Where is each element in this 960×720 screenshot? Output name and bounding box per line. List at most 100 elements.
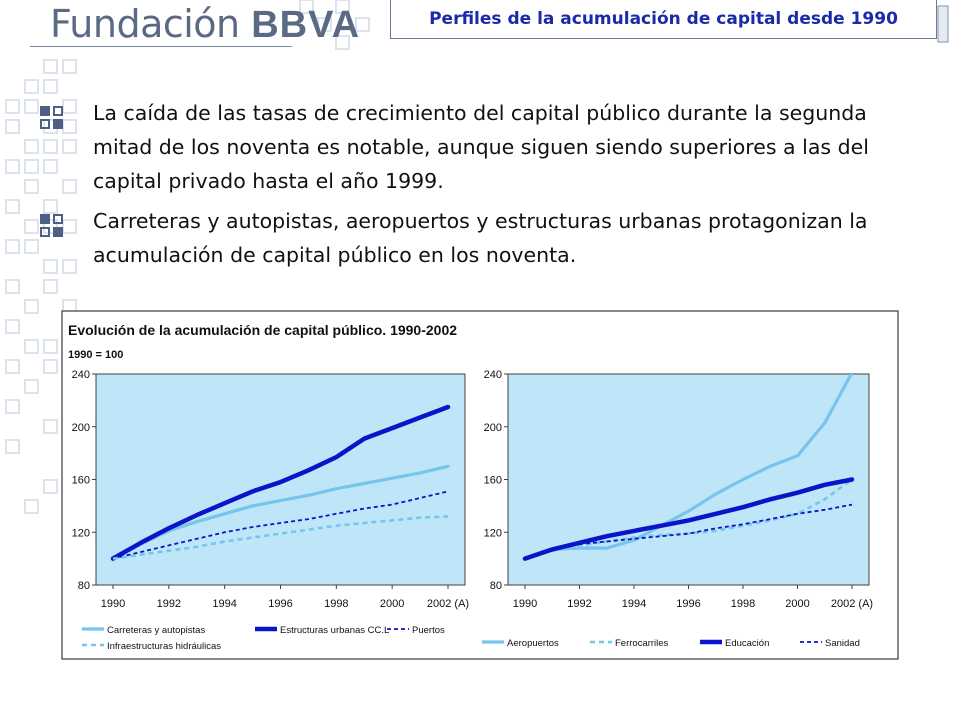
pattern-square <box>62 59 77 74</box>
pattern-square <box>62 219 77 234</box>
pattern-square <box>43 219 58 234</box>
pattern-square <box>43 199 58 214</box>
slide-title: Perfiles de la acumulación de capital de… <box>429 9 898 29</box>
series-line <box>523 374 854 561</box>
pattern-square <box>62 99 77 114</box>
pattern-square <box>24 99 39 114</box>
y-tick-label: 240 <box>72 369 90 381</box>
logo-text: Fundación <box>50 2 240 46</box>
legend-label: Carreteras y autopistas <box>107 625 205 636</box>
pattern-square <box>24 339 39 354</box>
y-tick-label: 80 <box>490 580 502 592</box>
pattern-square <box>5 399 20 414</box>
legend-label: Estructuras urbanas CC.L <box>280 625 389 636</box>
pattern-square <box>5 439 20 454</box>
y-tick-label: 120 <box>72 527 90 539</box>
pattern-square <box>335 0 350 14</box>
x-tick-label: 1990 <box>101 598 125 610</box>
y-tick-label: 160 <box>484 475 502 487</box>
bullet-text-2: Carreteras y autopistas, aeropuertos y e… <box>93 209 868 267</box>
y-tick-label: 80 <box>78 580 90 592</box>
series-line <box>524 503 853 560</box>
pattern-square <box>24 139 39 154</box>
fundacion-bbva-logo: Fundación BBVA <box>50 2 360 47</box>
y-tick-label: 160 <box>72 475 90 487</box>
line-chart-1: Evolución de la acumulación de capital p… <box>68 322 469 652</box>
pattern-square <box>5 199 20 214</box>
legend-label: Puertos <box>412 625 445 636</box>
series-line <box>112 490 449 560</box>
pattern-square <box>5 279 20 294</box>
legend-label: Aeropuertos <box>507 638 559 649</box>
series-line <box>522 477 855 561</box>
pattern-square <box>43 339 58 354</box>
pattern-square <box>43 79 58 94</box>
bullet-icon <box>40 214 64 238</box>
line-chart-2: 80 120 160 200 240 1990 1992 1994 1996 1998 2000 20… <box>482 369 873 649</box>
logo-underline <box>30 46 292 47</box>
x-tick-label: 1996 <box>268 598 292 610</box>
pattern-square <box>24 499 39 514</box>
pattern-square <box>43 479 58 494</box>
pattern-square <box>43 159 58 174</box>
legend-label: Ferrocarriles <box>615 638 669 649</box>
plot-area <box>95 373 466 586</box>
series-line <box>112 515 449 560</box>
series-line <box>111 464 450 561</box>
pattern-square <box>5 119 20 134</box>
pattern-square <box>937 5 949 43</box>
x-tick-label: 2000 <box>785 598 809 610</box>
x-tick-label: 1996 <box>676 598 700 610</box>
x-tick-label: 1992 <box>567 598 591 610</box>
x-tick-label: 1994 <box>622 598 646 610</box>
pattern-square <box>62 119 77 134</box>
pattern-square <box>24 79 39 94</box>
plot-area <box>507 373 870 586</box>
pattern-square <box>24 159 39 174</box>
pattern-square <box>299 0 314 14</box>
pattern-square <box>5 159 20 174</box>
pattern-square <box>24 239 39 254</box>
pattern-square <box>5 319 20 334</box>
pattern-square <box>62 179 77 194</box>
x-tick-label: 1990 <box>513 598 537 610</box>
y-tick-label: 200 <box>72 422 90 434</box>
charts-area: Evolución de la acumulación de capital p… <box>61 310 899 660</box>
pattern-square <box>43 419 58 434</box>
x-tick-label: 1992 <box>157 598 181 610</box>
pattern-square <box>24 379 39 394</box>
pattern-square <box>355 17 370 32</box>
pattern-square <box>62 139 77 154</box>
pattern-square <box>5 239 20 254</box>
pattern-square <box>43 279 58 294</box>
legend-label: Infraestructuras hidráulicas <box>107 641 221 652</box>
slide-title-box: Perfiles de la acumulación de capital de… <box>390 0 937 39</box>
pattern-square <box>43 259 58 274</box>
pattern-square <box>5 99 20 114</box>
series-line <box>110 404 451 561</box>
pattern-square <box>43 139 58 154</box>
pattern-square <box>24 219 39 234</box>
x-tick-label: 2002 (A) <box>427 598 469 610</box>
pattern-square <box>335 35 350 50</box>
legend-label: Sanidad <box>825 638 860 649</box>
x-tick-label: 2002 (A) <box>831 598 873 610</box>
pattern-square <box>5 359 20 374</box>
logo-brand: BBVA <box>251 4 361 46</box>
chart-legend: Aeropuertos Ferrocarriles Educación Sanidad <box>482 638 860 649</box>
chart-title: Evolución de la acumulación de capital p… <box>68 322 457 338</box>
y-tick-label: 120 <box>484 527 502 539</box>
series-line <box>524 478 853 560</box>
chart-subtitle: 1990 = 100 <box>68 349 123 361</box>
bullet-text-1: La caída de las tasas de crecimiento del… <box>93 101 869 193</box>
pattern-square <box>317 17 332 32</box>
pattern-square <box>43 359 58 374</box>
x-tick-label: 2000 <box>380 598 404 610</box>
y-tick-label: 240 <box>484 369 502 381</box>
bullet-icon <box>40 106 64 130</box>
x-tick-label: 1998 <box>731 598 755 610</box>
x-tick-label: 1998 <box>324 598 348 610</box>
chart-legend: Carreteras y autopistas Estructuras urban… <box>82 625 445 652</box>
x-tick-label: 1994 <box>212 598 236 610</box>
pattern-square <box>24 179 39 194</box>
